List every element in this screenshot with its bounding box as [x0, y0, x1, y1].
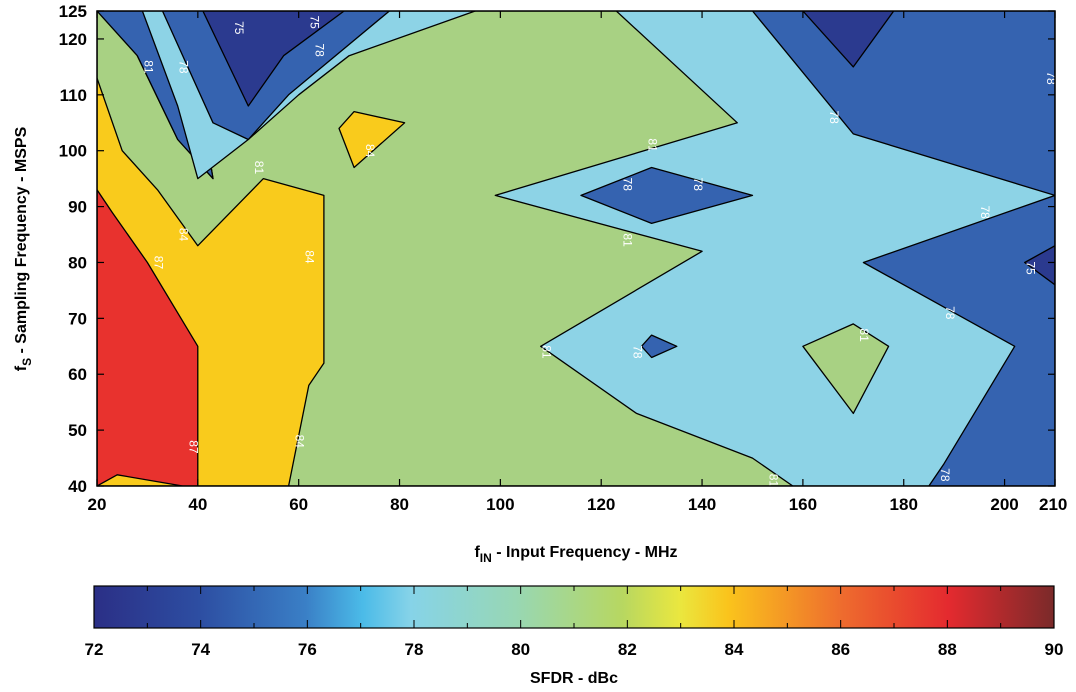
contour-label: 78: [978, 205, 992, 219]
contour-label: 81: [645, 138, 659, 152]
x-tick-label: 40: [188, 495, 207, 514]
contour-label: 81: [540, 345, 554, 359]
colorbar-tick-label: 72: [85, 640, 104, 659]
y-tick-label: 120: [59, 30, 87, 49]
colorbar-gradient: [93, 585, 1055, 629]
contour-label: 84: [177, 228, 191, 242]
contour-region-75-14: [1024, 245, 1055, 286]
y-axis-title: fS - Sampling Frequency - MSPS: [13, 126, 34, 371]
colorbar: 72 74 76 78 80 82 84 86 88 90 SFDR - dBc: [85, 585, 1064, 687]
contour-region-75-13: [802, 11, 895, 68]
y-tick-label: 125: [59, 2, 87, 21]
contour-region-87-9: [338, 110, 406, 169]
x-tick-label: 100: [486, 495, 514, 514]
contour-labels: 75 75 78 78 81 81 84 87 84 84 81 78 78 81 78 78 78 75 78 81…: [141, 15, 1058, 488]
contour-label: 78: [943, 306, 957, 320]
x-axis-title: fIN - Input Frequency - MHz: [474, 544, 677, 565]
contour-label: 84: [303, 250, 317, 264]
contour-label: 81: [252, 161, 266, 175]
contour-label: 78: [620, 178, 634, 192]
contour-regions: [97, 11, 1055, 486]
y-tick-label: 90: [68, 198, 87, 217]
y-tick-label: 70: [68, 309, 87, 328]
x-tick-label: 210: [1039, 495, 1067, 514]
colorbar-ticks: 72 74 76 78 80 82 84 86 88 90: [85, 586, 1064, 659]
contour-label: 78: [827, 110, 841, 124]
y-tick-label: 60: [68, 365, 87, 384]
contour-label: 81: [141, 60, 155, 74]
contour-label: 84: [293, 435, 307, 449]
contour-region-75-8: [202, 11, 345, 107]
colorbar-tick-label: 88: [938, 640, 957, 659]
colorbar-tick-label: 78: [405, 640, 424, 659]
colorbar-tick-label: 76: [298, 640, 317, 659]
contour-region-78-11: [640, 334, 678, 359]
x-tick-label: 200: [990, 495, 1018, 514]
y-tick-label: 50: [68, 421, 87, 440]
contour-label: 78: [177, 60, 191, 74]
contour-region-84-12: [802, 323, 890, 415]
contour-label: 87: [151, 256, 165, 270]
colorbar-tick-label: 82: [618, 640, 637, 659]
contour-label: 81: [620, 233, 634, 247]
x-tick-label: 180: [890, 495, 918, 514]
y-tick-label: 110: [60, 86, 87, 105]
colorbar-tick-label: 86: [831, 640, 850, 659]
contour-label: 78: [630, 345, 644, 359]
x-tick-label: 140: [688, 495, 716, 514]
contour-label: 78: [313, 43, 327, 57]
contour-label: 81: [857, 328, 871, 342]
contour-label: 75: [308, 15, 322, 29]
plot-frame: [96, 10, 1056, 487]
contour-label: 81: [766, 474, 780, 488]
colorbar-tick-label: 84: [725, 640, 744, 659]
y-tick-label: 40: [68, 477, 87, 496]
contour-label: 78: [938, 468, 952, 482]
x-tick-label: 160: [789, 495, 817, 514]
contour-region-90-4: [97, 189, 199, 486]
y-axis-ticks: 40 50 60 70 80 90 100 110 120 125: [59, 2, 1055, 496]
contour-label: 84: [363, 144, 377, 158]
y-tick-label: 100: [59, 142, 87, 161]
x-tick-label: 60: [289, 495, 308, 514]
contour-label: 78: [1044, 71, 1058, 85]
x-tick-label: 120: [587, 495, 615, 514]
x-tick-label: 20: [88, 495, 107, 514]
colorbar-tick-label: 74: [191, 640, 210, 659]
x-tick-label: 80: [390, 495, 409, 514]
colorbar-tick-label: 90: [1045, 640, 1064, 659]
contour-label: 75: [1024, 261, 1038, 275]
contour-label: 87: [187, 440, 201, 454]
colorbar-tick-label: 80: [511, 640, 530, 659]
contour-label: 78: [691, 178, 705, 192]
contour-label: 75: [232, 21, 246, 35]
plot-area: 75 75 78 78 81 81 84 87 84 84 81 78 78 81 78 78 78 75 78 81…: [59, 2, 1068, 514]
colorbar-title: SFDR - dBc: [530, 670, 618, 687]
y-tick-label: 80: [68, 253, 87, 272]
x-axis-ticks: 20 40 60 80 100 120 140 160 180 200 210: [88, 11, 1067, 514]
contour-region-78-10: [580, 166, 754, 225]
